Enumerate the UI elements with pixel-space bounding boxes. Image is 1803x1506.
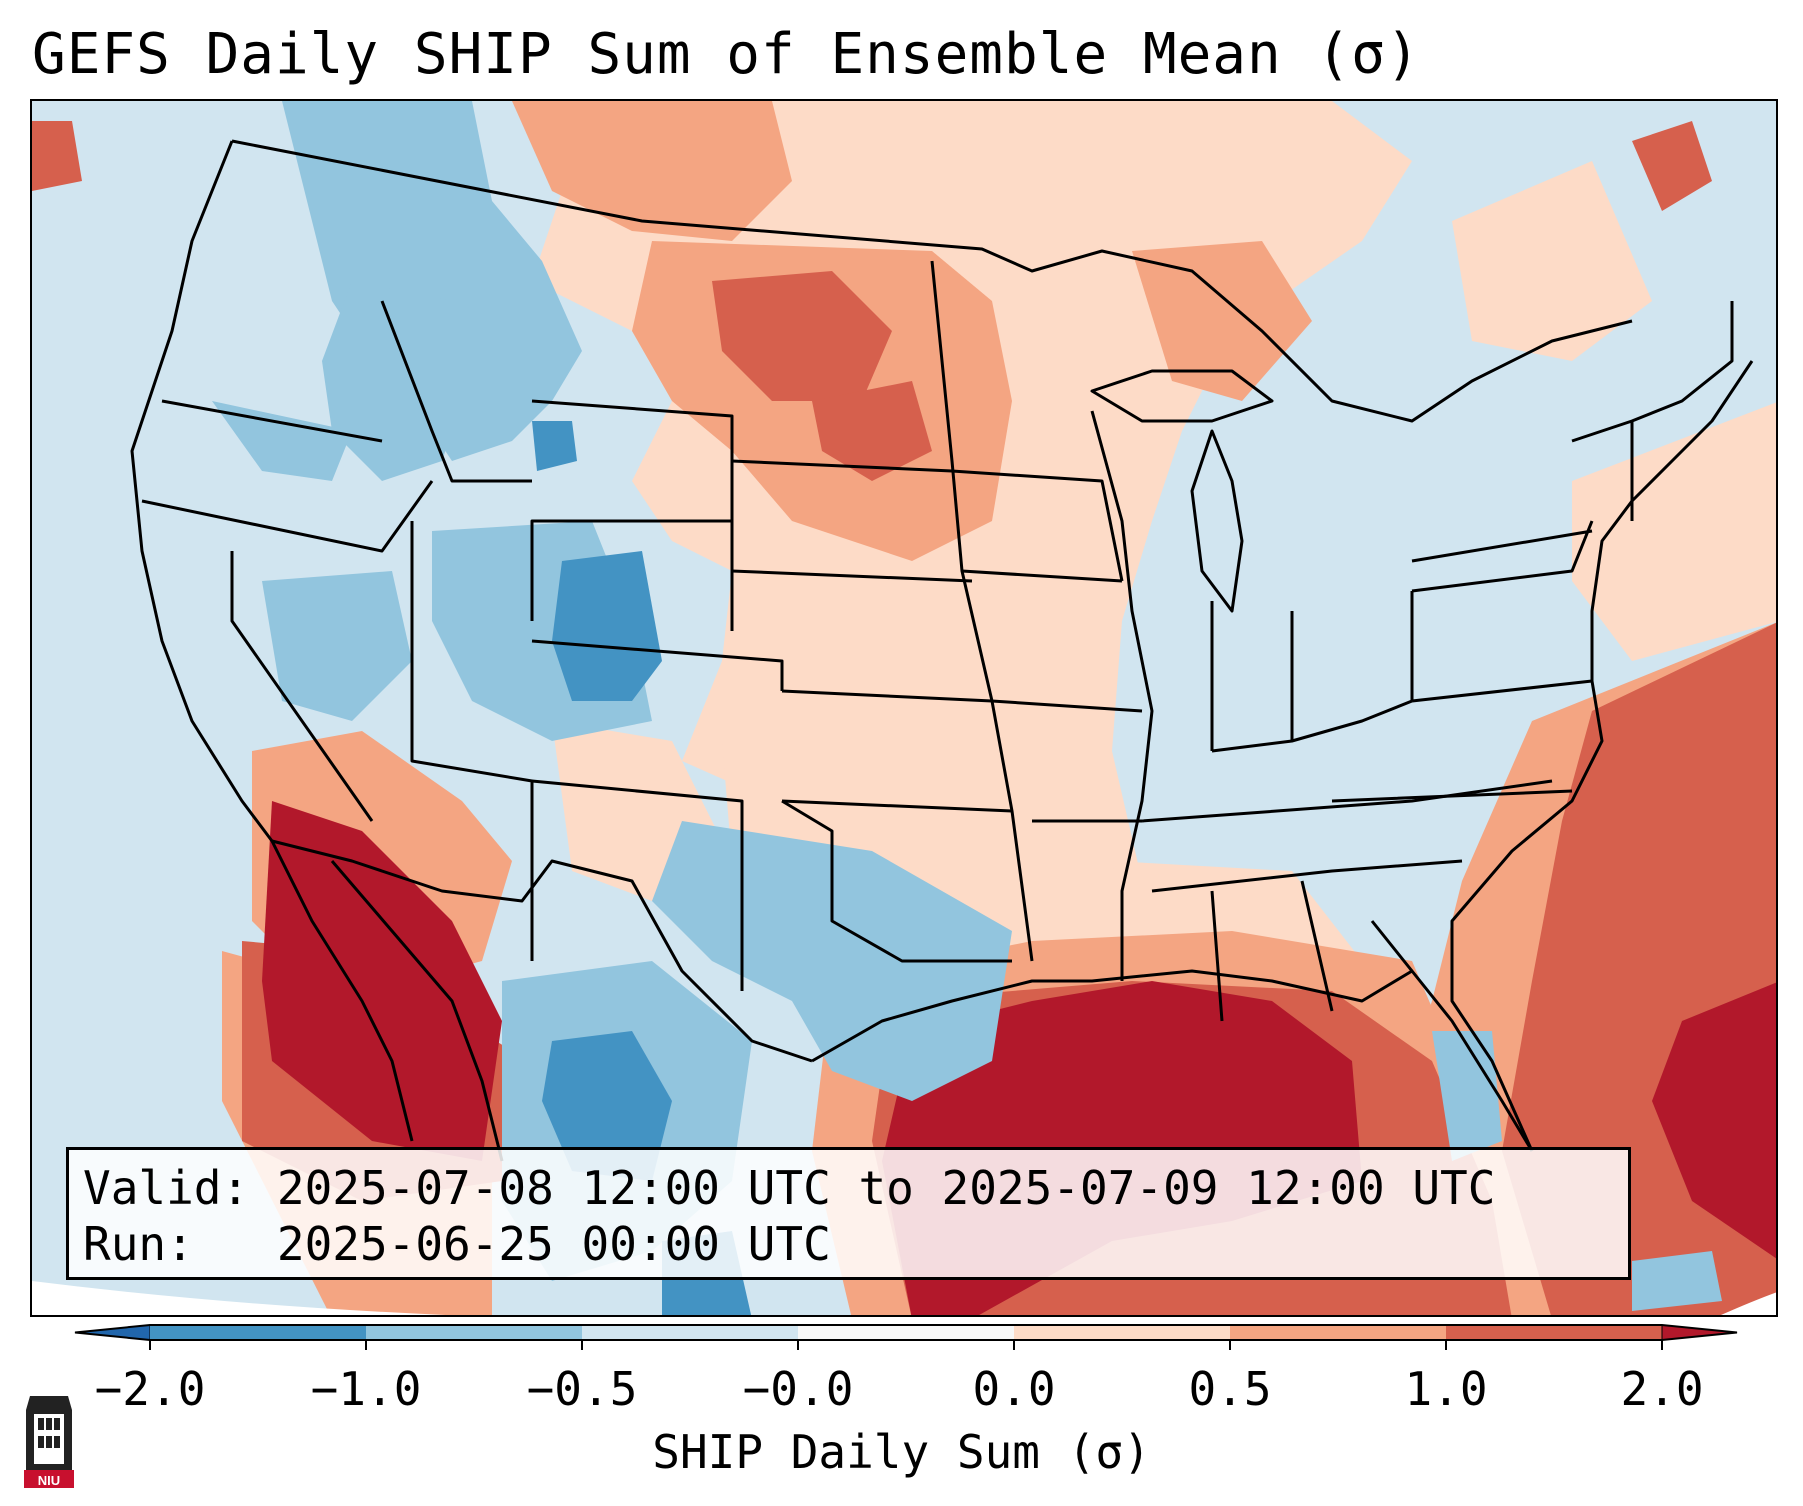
state-va-nc [1331,679,1593,803]
state-ky-oh-river [1211,699,1413,753]
colorbar-tick-label: 2.0 [1620,1362,1704,1416]
field-dakotas-red [712,271,892,401]
colorbar-segment [1014,1325,1230,1340]
field-florida-light-blue [1432,1031,1502,1161]
field-montana-medium [512,101,792,241]
validity-info-box: Valid: 2025-07-08 12:00 UTC to 2025-07-0… [66,1147,1631,1280]
colorbar-extend-max [1661,1324,1738,1341]
colorbar-segment [366,1325,582,1340]
colorbar-segments [74,1324,1738,1341]
baja-coast [270,840,414,1142]
state-pa-ny [1411,520,1594,593]
state-dakotas-mn [930,260,1034,962]
field-canada-red [1632,121,1712,211]
valid-label: Valid: [83,1161,250,1215]
field-northern-minnesota-medium [1132,241,1312,401]
state-mississippi-river [1090,410,1154,981]
field-wyoming-blue [532,421,577,471]
valid-value: 2025-07-08 12:00 UTC to 2025-07-09 12:00… [276,1161,1496,1215]
projection-edge-right [1720,1292,1776,1315]
state-wy-co [530,519,732,621]
state-southeast [1151,859,1463,1022]
state-mt-wy-nd [531,399,734,631]
east-coast [1450,360,1754,1152]
map-panel [30,99,1778,1317]
west-coast [130,140,274,842]
state-ky-tn [1141,779,1553,823]
state-wa-or [161,399,383,443]
colorbar-segment [1230,1325,1446,1340]
colorbar-extend-min [74,1324,151,1341]
lake-superior [1090,369,1274,423]
state-az-nm [531,779,744,991]
boundaries [130,139,1754,1162]
colorbar-tick-label: −0.0 [742,1362,854,1416]
state-ok-tx [781,799,1012,963]
ship-map [32,101,1776,1315]
field-idaho-light-blue [322,281,462,481]
us-mexico-border [271,839,813,1063]
colorbar-tick-label: −1.0 [310,1362,422,1416]
state-nd-sd-ne-ks [731,459,1013,813]
colorbar-tick-label: 0.5 [1188,1362,1272,1416]
projection-edge [32,1281,446,1315]
colorbar-tick-label: 0.0 [972,1362,1056,1416]
field-nevada-light-blue [262,571,412,721]
colorbar-tick-label: −2.0 [94,1362,206,1416]
gulf-coast [811,969,1534,1152]
colorbar-tick-label: 1.0 [1404,1362,1488,1416]
state-ut-co-az-nm [410,521,534,961]
colorbar-outline [74,1324,1738,1341]
mexico-west-coast [330,860,504,1162]
field-east-coast-light [1572,402,1776,661]
state-co-nm [531,639,784,691]
state-il-in-oh [1210,591,1414,751]
state-mn-wi-ia [951,469,1124,583]
field-mexico-darkred [262,801,502,1161]
field-caribbean-light-blue [1632,1251,1722,1311]
state-or-ca-nv-id [141,480,434,553]
state-ia-mo-il [991,699,1143,823]
colorbar-label: SHIP Daily Sum (σ) [652,1425,1151,1479]
field-east-light-north [1452,161,1652,361]
colorbar-tick-label: −0.5 [526,1362,638,1416]
field-caribbean-darkred [1652,982,1776,1259]
map-title: GEFS Daily SHIP Sum of Ensemble Mean (σ) [32,22,1421,87]
run-label: Run: [83,1217,194,1271]
us-canada-border [231,139,1633,423]
run-value: 2025-06-25 00:00 UTC [276,1217,831,1271]
colorbar-ticks [149,1340,1663,1350]
lake-michigan [1190,429,1244,613]
field-south-dakota-red [812,381,932,481]
colorbar-segment [582,1325,798,1340]
field-west-light-blue [282,101,582,461]
colorbar-segment [150,1325,366,1340]
state-nv-ca-diagonal [230,551,374,822]
field-nw-corner-red [32,121,82,191]
niu-logo: NIU [24,1396,74,1488]
field-colorado-blue [552,551,662,701]
field-mexico-blue [542,1031,672,1181]
colorbar-segment [1446,1325,1662,1340]
colorbar-segment [798,1325,1014,1340]
field-oregon-light-blue [212,401,352,481]
state-new-england [1571,301,1734,521]
state-idaho-mt [380,300,532,483]
svg-text:NIU: NIU [38,1473,60,1488]
